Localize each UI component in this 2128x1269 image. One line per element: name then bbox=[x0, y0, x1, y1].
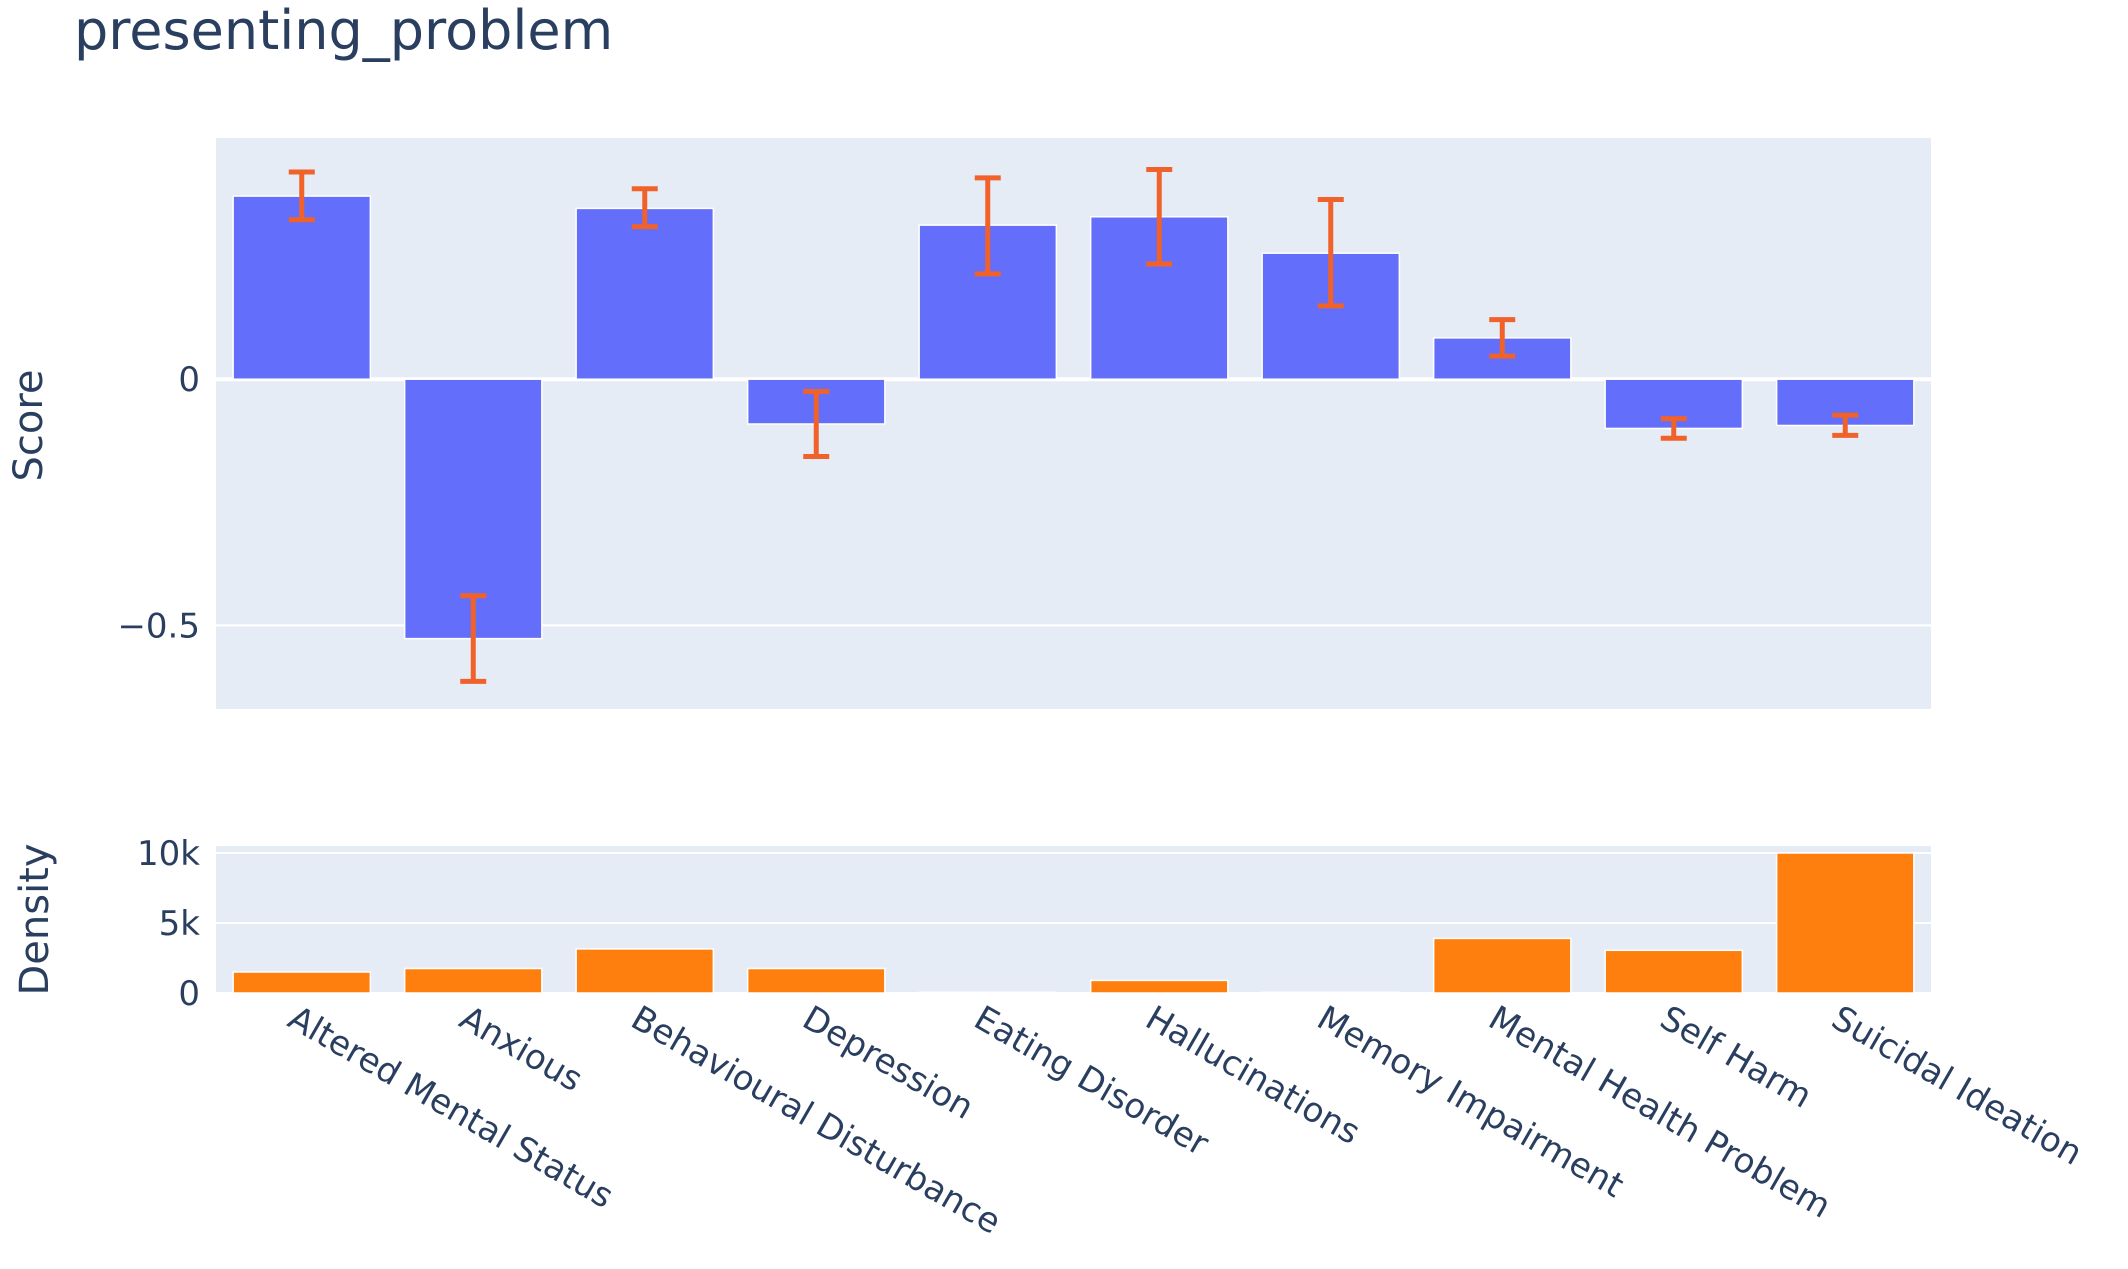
score-y-ticks: 0 −0.5 bbox=[117, 360, 200, 646]
category-label: Anxious bbox=[453, 998, 589, 1100]
score-bar bbox=[575, 207, 715, 380]
score-error-bar bbox=[974, 175, 1001, 277]
density-bar bbox=[1775, 852, 1915, 994]
density-bar bbox=[403, 967, 543, 994]
density-bar bbox=[232, 971, 372, 994]
score-error-bar bbox=[1660, 416, 1687, 441]
density-y-tick-label: 5k bbox=[159, 904, 201, 944]
score-error-bar bbox=[1146, 167, 1173, 267]
density-bar bbox=[918, 991, 1058, 995]
score-error-bar bbox=[803, 389, 830, 459]
score-error-bar bbox=[1489, 317, 1516, 359]
category-label: Suicidal Ideation bbox=[1825, 998, 2089, 1174]
density-bar bbox=[1261, 991, 1401, 995]
density-bar bbox=[1089, 979, 1229, 994]
density-bar bbox=[1604, 949, 1744, 994]
density-bar bbox=[746, 967, 886, 994]
score-axis-title: Score bbox=[6, 369, 52, 481]
density-bar bbox=[575, 948, 715, 994]
density-y-ticks: 0 5k 10k bbox=[137, 834, 200, 1014]
score-error-bar bbox=[288, 169, 315, 223]
density-bars bbox=[232, 852, 1915, 995]
score-error-bars bbox=[288, 167, 1859, 684]
score-bar bbox=[232, 195, 372, 380]
score-error-bar bbox=[1832, 412, 1859, 438]
density-y-tick-label: 10k bbox=[137, 834, 200, 874]
score-bar bbox=[1775, 378, 1915, 427]
density-y-tick-label: 0 bbox=[178, 974, 200, 1014]
score-error-bar bbox=[460, 593, 487, 684]
score-error-bar bbox=[1317, 197, 1344, 309]
category-label: Altered Mental Status bbox=[281, 998, 620, 1217]
density-bar bbox=[1432, 937, 1572, 994]
category-label: Memory Impairment bbox=[1310, 998, 1630, 1206]
density-axis-title: Density bbox=[12, 843, 58, 995]
chart-title: presenting_problem bbox=[74, 0, 614, 62]
score-y-tick-label: 0 bbox=[178, 360, 200, 400]
score-error-bar bbox=[631, 186, 658, 230]
score-y-tick-label: −0.5 bbox=[117, 606, 200, 646]
